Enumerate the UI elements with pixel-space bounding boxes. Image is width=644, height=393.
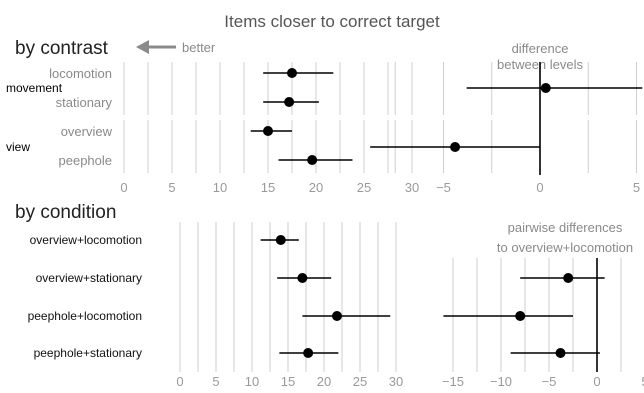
contrast-x-tick-label: 15 <box>261 180 275 195</box>
section-title-condition: by condition <box>15 202 116 223</box>
panel-title-line: pairwise differences <box>508 220 623 235</box>
condition-label: overview+stationary <box>36 271 142 285</box>
panel-condition-main: overview+locomotion overview+stationary pe… <box>28 222 403 389</box>
condition-x-tick-label: 20 <box>317 374 331 389</box>
difference-point <box>450 142 461 152</box>
pairwise-difference-point <box>563 273 574 283</box>
contrast-x-tick-label: 20 <box>309 180 323 195</box>
panel-title-line: difference <box>512 41 569 56</box>
better-arrow <box>136 40 176 54</box>
group-label-movement: movement <box>6 81 63 95</box>
condition-label: peephole+locomotion <box>28 309 142 323</box>
pairwise-difference-point <box>515 311 526 321</box>
condition-estimate-point <box>275 235 286 245</box>
condition-label: overview+locomotion <box>30 233 142 247</box>
estimate-point <box>307 155 318 165</box>
contrast-x-tick-label: 5 <box>168 180 175 195</box>
group-label-view: view <box>6 140 30 154</box>
estimate-point <box>284 97 295 107</box>
contrast-x-tick-label: 30 <box>405 180 419 195</box>
condition-x-tick-label: 0 <box>176 374 183 389</box>
contrast-x-tick-label: 25 <box>357 180 371 195</box>
contrast-x-tick-label: 0 <box>120 180 127 195</box>
category-label: peephole <box>59 153 113 168</box>
better-label: better <box>182 40 216 55</box>
condition-label: peephole+stationary <box>34 346 142 360</box>
pairwise-x-tick-label: −5 <box>542 374 557 389</box>
condition-x-tick-label: 15 <box>281 374 295 389</box>
condition-x-tick-label: 10 <box>245 374 259 389</box>
panel-contrast-diff: −50510 <box>370 62 643 195</box>
difference-x-tick-label: 5 <box>633 180 640 195</box>
panel-condition-diff: −15 −10 −5 0 5 <box>442 258 644 389</box>
pairwise-x-tick-label: 5 <box>641 374 644 389</box>
pairwise-x-tick-label: −15 <box>442 374 464 389</box>
chart-title: Items closer to correct target <box>224 12 440 31</box>
panel-title-line: to overview+locomotion <box>497 240 633 255</box>
difference-x-tick-label: 0 <box>536 180 543 195</box>
contrast-x-tick-label: 10 <box>213 180 227 195</box>
pairwise-x-tick-label: −10 <box>490 374 512 389</box>
condition-estimate-point <box>331 311 342 321</box>
condition-x-tick-label: 30 <box>389 374 403 389</box>
pairwise-panel-title: pairwise differences to overview+locomoti… <box>497 220 633 255</box>
category-label: overview <box>61 124 113 139</box>
pairwise-x-tick-label: 0 <box>593 374 600 389</box>
difference-x-tick-label: −5 <box>436 180 451 195</box>
category-label: locomotion <box>49 66 112 81</box>
condition-x-tick-label: 5 <box>212 374 219 389</box>
estimate-point <box>263 126 273 136</box>
condition-estimate-point <box>303 348 314 358</box>
condition-x-tick-label: 25 <box>353 374 367 389</box>
section-title-contrast: by contrast <box>15 38 109 59</box>
category-label: stationary <box>56 95 113 110</box>
pairwise-difference-point <box>555 348 566 358</box>
estimate-point <box>287 68 297 78</box>
condition-estimate-point <box>297 273 308 283</box>
difference-point <box>540 83 551 93</box>
